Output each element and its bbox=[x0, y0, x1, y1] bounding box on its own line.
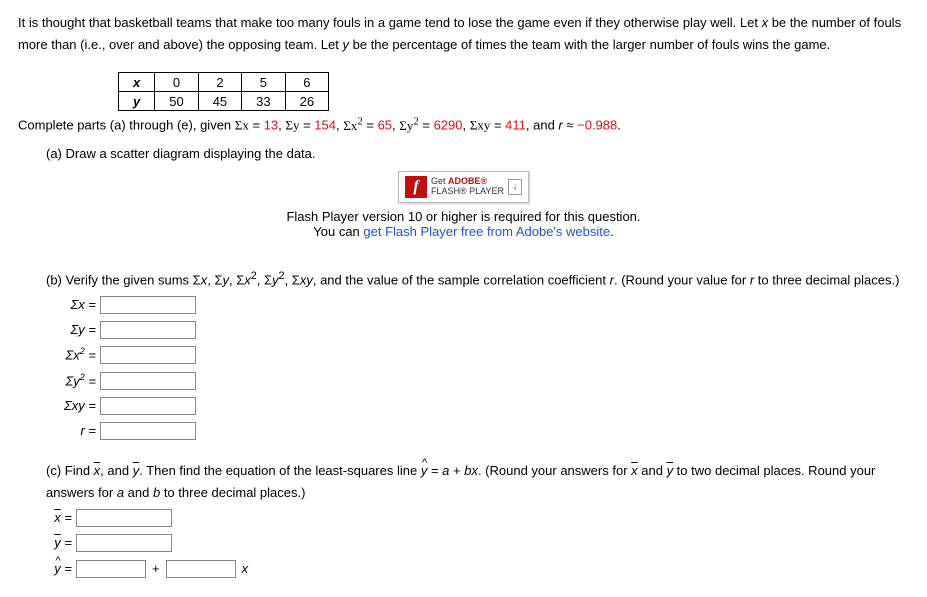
label-r: r = bbox=[46, 420, 100, 442]
sigma-y2-value: 6290 bbox=[434, 118, 463, 133]
download-arrow-icon: ↓ bbox=[508, 179, 522, 195]
flash-area: f Get ADOBE® FLASH® PLAYER ↓ Flash Playe… bbox=[18, 171, 909, 239]
flash-required-text: Flash Player version 10 or higher is req… bbox=[18, 209, 909, 224]
flash-download-button[interactable]: f Get ADOBE® FLASH® PLAYER ↓ bbox=[398, 171, 529, 203]
row-label-y: y bbox=[119, 92, 155, 111]
label-sigma-x: Σx = bbox=[46, 294, 100, 316]
sigma-y-value: 154 bbox=[314, 118, 336, 133]
part-a-text: (a) Draw a scatter diagram displaying th… bbox=[46, 146, 909, 161]
label-sigma-y2: Σy2 = bbox=[46, 370, 100, 392]
part-b: (b) Verify the given sums Σx, Σy, Σx2, Σ… bbox=[46, 267, 909, 443]
table-row-y: y 50 45 33 26 bbox=[119, 92, 329, 111]
input-xbar[interactable] bbox=[76, 509, 172, 527]
label-xbar: x = bbox=[46, 507, 76, 529]
row-label-x: x bbox=[119, 73, 155, 92]
flash-button-text: Get ADOBE® FLASH® PLAYER bbox=[431, 177, 504, 197]
cell-x-1: 2 bbox=[198, 73, 241, 92]
input-ybar[interactable] bbox=[76, 534, 172, 552]
sigma-xy-value: 411 bbox=[505, 118, 526, 133]
cell-y-3: 26 bbox=[285, 92, 328, 111]
input-r[interactable] bbox=[100, 422, 196, 440]
input-sigma-x2[interactable] bbox=[100, 346, 196, 364]
flash-link-line: You can get Flash Player free from Adobe… bbox=[18, 224, 909, 239]
sigma-x2-label: Σx2 bbox=[343, 118, 363, 133]
sigma-x-label: Σx bbox=[235, 118, 249, 133]
cell-x-3: 6 bbox=[285, 73, 328, 92]
input-b[interactable] bbox=[166, 560, 236, 578]
input-a[interactable] bbox=[76, 560, 146, 578]
intro-text: It is thought that basketball teams that… bbox=[18, 12, 909, 56]
intro-text-a: It is thought that basketball teams that… bbox=[18, 15, 762, 30]
label-sigma-y: Σy = bbox=[46, 319, 100, 341]
input-sigma-y[interactable] bbox=[100, 321, 196, 339]
sigma-x2-value: 65 bbox=[378, 118, 392, 133]
input-sigma-xy[interactable] bbox=[100, 397, 196, 415]
input-sigma-y2[interactable] bbox=[100, 372, 196, 390]
cell-y-2: 33 bbox=[242, 92, 285, 111]
cell-x-0: 0 bbox=[155, 73, 198, 92]
part-b-text: (b) Verify the given sums Σx, Σy, Σx2, Σ… bbox=[46, 267, 909, 291]
data-table: x 0 2 5 6 y 50 45 33 26 bbox=[118, 72, 329, 111]
plus-sign: + bbox=[152, 558, 160, 580]
sigma-y2-label: Σy2 bbox=[399, 118, 419, 133]
table-row-x: x 0 2 5 6 bbox=[119, 73, 329, 92]
label-ybar: y = bbox=[46, 532, 76, 554]
cell-y-1: 45 bbox=[198, 92, 241, 111]
cell-y-0: 50 bbox=[155, 92, 198, 111]
sigma-xy-label: Σxy bbox=[470, 118, 491, 133]
flash-download-link[interactable]: get Flash Player free from Adobe's websi… bbox=[363, 224, 610, 239]
intro-text-c: be the percentage of times the team with… bbox=[349, 37, 830, 52]
flash-icon: f bbox=[405, 176, 427, 198]
stmt-lead: Complete parts (a) through (e), given bbox=[18, 118, 235, 133]
part-c: (c) Find x, and y. Then find the equatio… bbox=[46, 460, 909, 579]
label-sigma-xy: Σxy = bbox=[46, 395, 100, 417]
r-value: −0.988 bbox=[577, 118, 617, 133]
input-sigma-x[interactable] bbox=[100, 296, 196, 314]
times-x: x bbox=[242, 558, 249, 580]
label-yhat: y = bbox=[46, 558, 76, 580]
sigma-x-value: 13 bbox=[264, 118, 278, 133]
part-c-text: (c) Find x, and y. Then find the equatio… bbox=[46, 460, 909, 504]
cell-x-2: 5 bbox=[242, 73, 285, 92]
sigma-y-label: Σy bbox=[285, 118, 299, 133]
given-statement: Complete parts (a) through (e), given Σx… bbox=[18, 115, 909, 133]
label-sigma-x2: Σx2 = bbox=[46, 344, 100, 366]
